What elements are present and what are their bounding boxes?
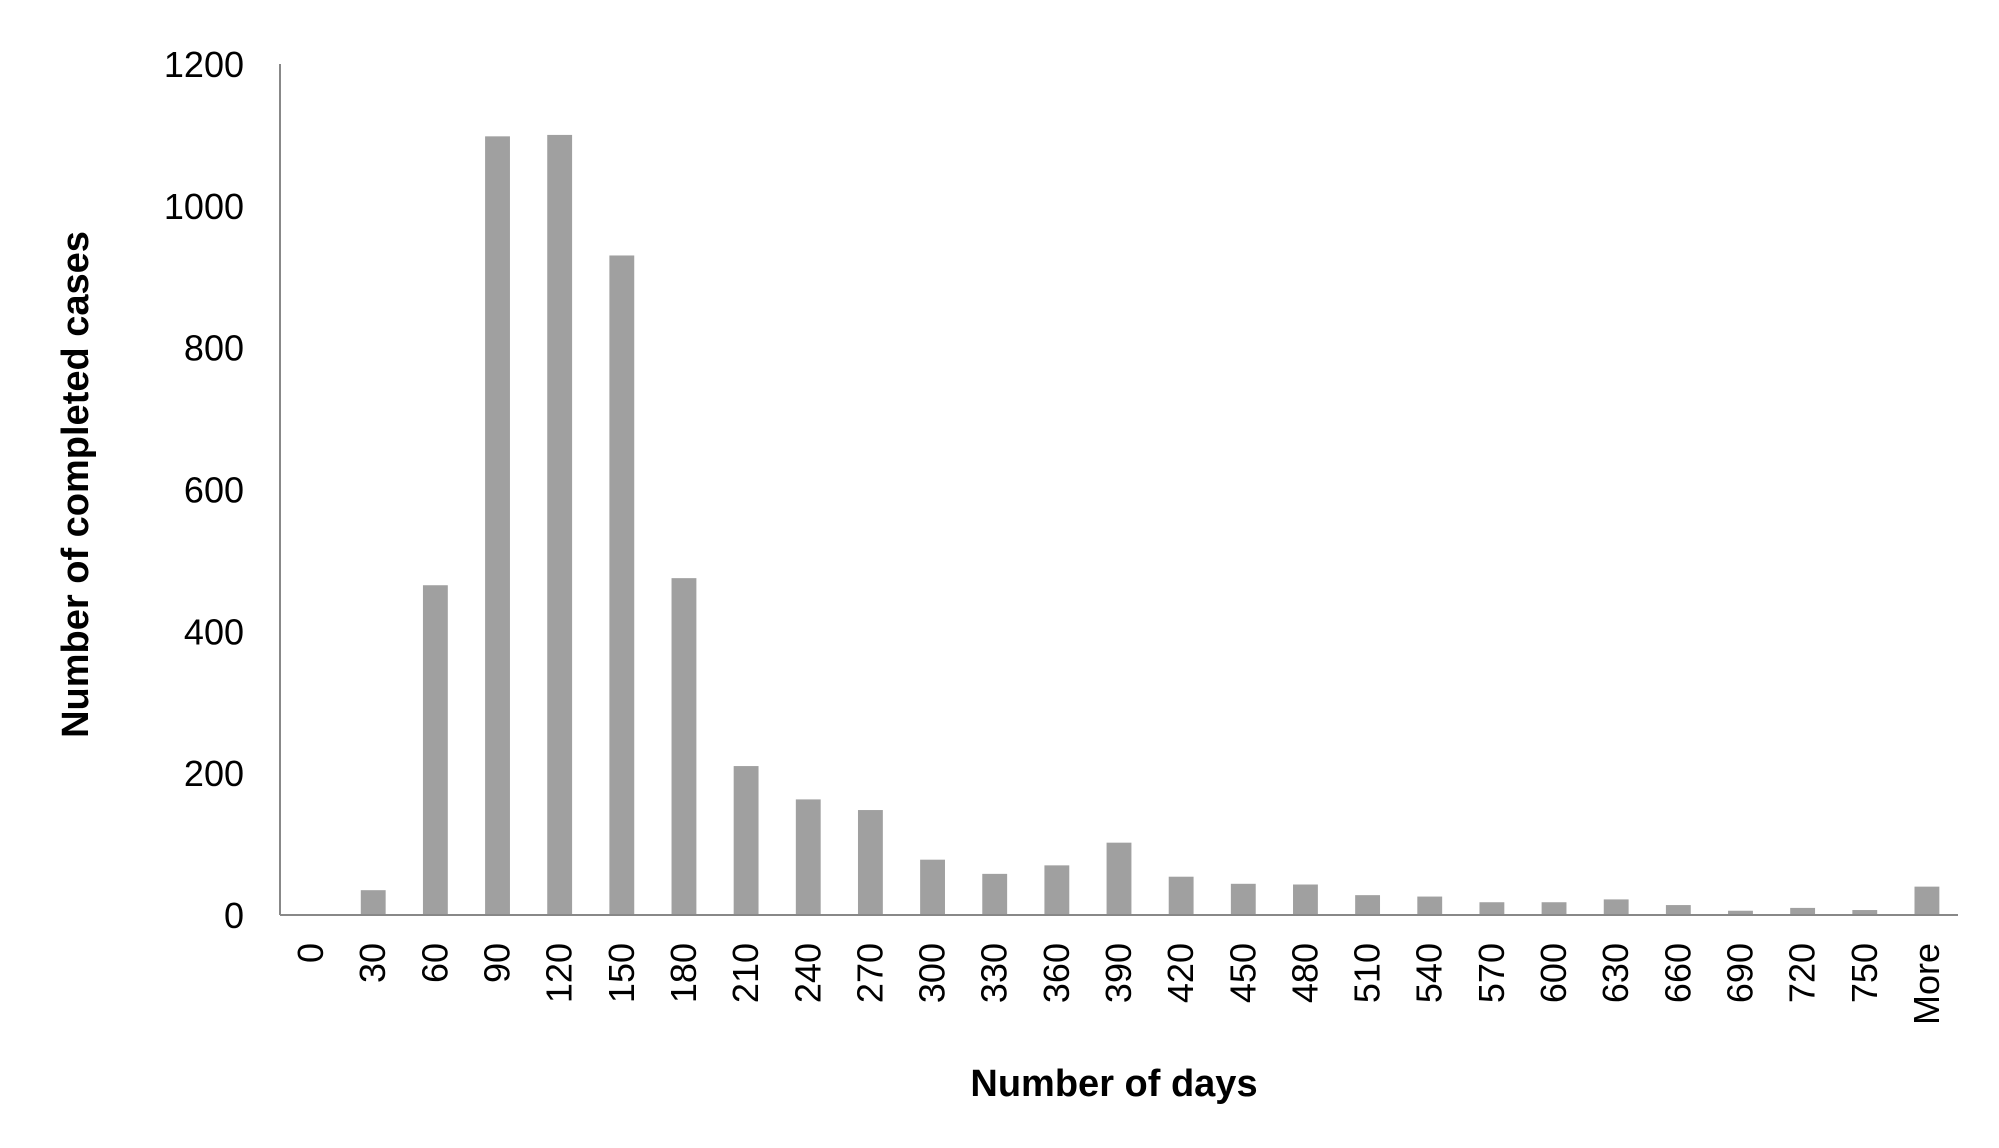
- y-tick-label: 400: [184, 611, 244, 652]
- x-tick-label: 630: [1595, 943, 1636, 1003]
- bar: [1293, 884, 1318, 915]
- bar: [857, 810, 883, 915]
- x-axis-title: Number of days: [970, 1063, 1257, 1105]
- bar: [671, 578, 697, 915]
- bar: [1603, 899, 1629, 915]
- x-tick-label: 570: [1471, 943, 1512, 1003]
- x-tick-label: 720: [1782, 943, 1823, 1003]
- y-tick-label: 800: [184, 328, 244, 369]
- x-tick-label: 540: [1409, 943, 1450, 1003]
- bar: [1355, 895, 1381, 915]
- y-axis-ticks: 0 200 400 600 800 1000 1200: [164, 44, 244, 936]
- x-tick-label: More: [1906, 943, 1947, 1025]
- bar: [1168, 876, 1194, 915]
- y-tick-label: 600: [184, 470, 244, 511]
- bar: [982, 873, 1008, 915]
- y-axis-title: Number of completed cases: [55, 231, 97, 738]
- x-tick-label: 180: [663, 943, 704, 1003]
- bar: [920, 859, 945, 915]
- x-tick-label: 120: [539, 943, 580, 1003]
- y-tick-label: 1200: [164, 44, 244, 85]
- bar: [733, 766, 759, 915]
- x-tick-label: 30: [352, 943, 393, 983]
- y-tick-label: 200: [184, 753, 244, 794]
- x-tick-label: 330: [974, 943, 1015, 1003]
- bar: [1479, 902, 1505, 915]
- x-tick-label: 690: [1719, 943, 1760, 1003]
- bar: [795, 799, 821, 915]
- bar: [547, 134, 573, 915]
- x-tick-label: 450: [1222, 943, 1263, 1003]
- bar: [422, 585, 448, 915]
- x-tick-label: 210: [725, 943, 766, 1003]
- x-tick-label: 510: [1347, 943, 1388, 1003]
- bar: [1417, 896, 1443, 915]
- x-tick-label: 660: [1657, 943, 1698, 1003]
- x-tick-label: 360: [1036, 943, 1077, 1003]
- bar: [360, 890, 386, 915]
- x-tick-label: 240: [787, 943, 828, 1003]
- bar: [609, 255, 635, 916]
- x-tick-label: 150: [601, 943, 642, 1003]
- x-tick-label: 480: [1284, 943, 1325, 1003]
- x-tick-label: 300: [912, 943, 953, 1003]
- bar: [1852, 910, 1878, 915]
- bar: [1044, 865, 1070, 915]
- x-tick-label: 750: [1844, 943, 1885, 1003]
- bar: [1728, 910, 1753, 915]
- x-tick-label: 390: [1098, 943, 1139, 1003]
- bar: [1914, 886, 1940, 915]
- x-tick-label: 0: [290, 943, 331, 963]
- bar: [1790, 907, 1816, 915]
- bar: [1230, 883, 1256, 915]
- bar: [485, 136, 510, 915]
- y-tick-label: 1000: [164, 186, 244, 227]
- x-tick-label: 90: [477, 943, 518, 983]
- bar: [1106, 842, 1132, 915]
- bar: [1665, 905, 1691, 915]
- y-tick-label: 0: [224, 895, 244, 936]
- bar: [1541, 902, 1567, 915]
- x-tick-label: 600: [1533, 943, 1574, 1003]
- bar-series: [360, 134, 1940, 916]
- x-tick-label: 270: [849, 943, 890, 1003]
- x-tick-label: 60: [414, 943, 455, 983]
- x-axis-ticks: 0 30 60 90 120 150 180 210 240 270 300 330 360 390 420…: [290, 943, 1947, 1025]
- x-tick-label: 420: [1160, 943, 1201, 1003]
